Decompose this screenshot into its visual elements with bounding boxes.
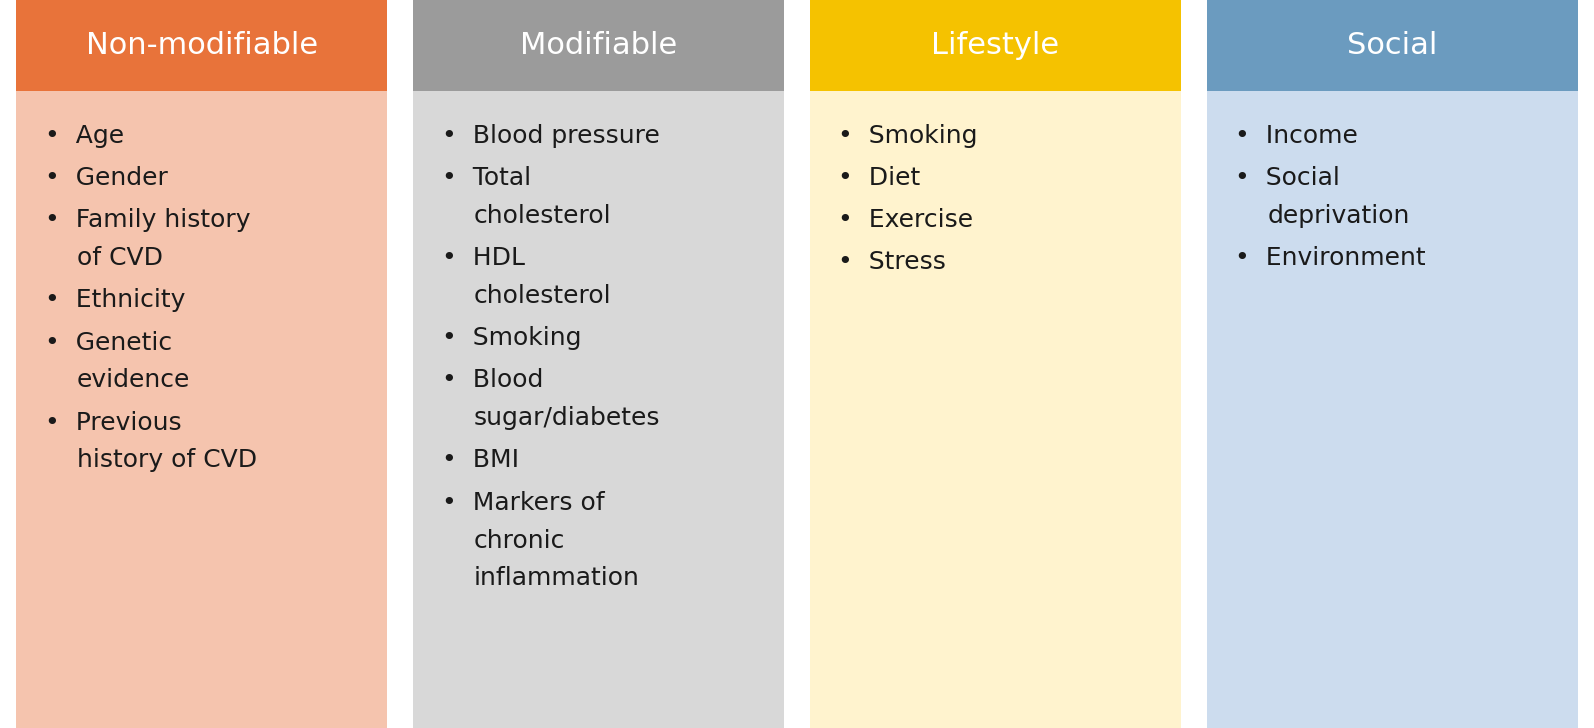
FancyBboxPatch shape — [810, 91, 1181, 728]
Text: •  Stress: • Stress — [838, 250, 947, 274]
Text: Modifiable: Modifiable — [520, 31, 677, 60]
Text: •  Income: • Income — [1235, 124, 1358, 148]
Text: cholesterol: cholesterol — [473, 204, 611, 228]
Text: chronic: chronic — [473, 529, 564, 553]
Text: •  Gender: • Gender — [45, 166, 167, 190]
FancyBboxPatch shape — [810, 0, 1181, 91]
FancyBboxPatch shape — [16, 0, 387, 91]
Text: •  Ethnicity: • Ethnicity — [45, 288, 185, 312]
Text: sugar/diabetes: sugar/diabetes — [473, 406, 660, 430]
Text: •  Genetic: • Genetic — [45, 331, 172, 355]
Text: history of CVD: history of CVD — [77, 448, 257, 472]
Text: inflammation: inflammation — [473, 566, 639, 590]
Text: •  Environment: • Environment — [1235, 246, 1427, 270]
Text: •  Smoking: • Smoking — [442, 326, 582, 350]
Text: cholesterol: cholesterol — [473, 284, 611, 308]
Text: •  Blood pressure: • Blood pressure — [442, 124, 660, 148]
Text: •  Diet: • Diet — [838, 166, 921, 190]
FancyBboxPatch shape — [16, 91, 387, 728]
Text: •  Age: • Age — [45, 124, 124, 148]
Text: •  HDL: • HDL — [442, 246, 524, 270]
Text: •  Markers of: • Markers of — [442, 491, 604, 515]
Text: •  BMI: • BMI — [442, 448, 518, 472]
Text: •  Social: • Social — [1235, 166, 1341, 190]
Text: Lifestyle: Lifestyle — [931, 31, 1060, 60]
FancyBboxPatch shape — [1207, 91, 1578, 728]
Text: Non-modifiable: Non-modifiable — [86, 31, 317, 60]
Text: •  Family history: • Family history — [45, 208, 250, 232]
Text: •  Previous: • Previous — [45, 411, 182, 435]
Text: •  Smoking: • Smoking — [838, 124, 979, 148]
FancyBboxPatch shape — [413, 0, 784, 91]
Text: of CVD: of CVD — [77, 246, 163, 270]
Text: •  Total: • Total — [442, 166, 531, 190]
Text: •  Exercise: • Exercise — [838, 208, 974, 232]
Text: deprivation: deprivation — [1267, 204, 1409, 228]
Text: evidence: evidence — [77, 368, 190, 392]
Text: •  Blood: • Blood — [442, 368, 544, 392]
FancyBboxPatch shape — [413, 91, 784, 728]
FancyBboxPatch shape — [1207, 0, 1578, 91]
Text: Social: Social — [1347, 31, 1438, 60]
